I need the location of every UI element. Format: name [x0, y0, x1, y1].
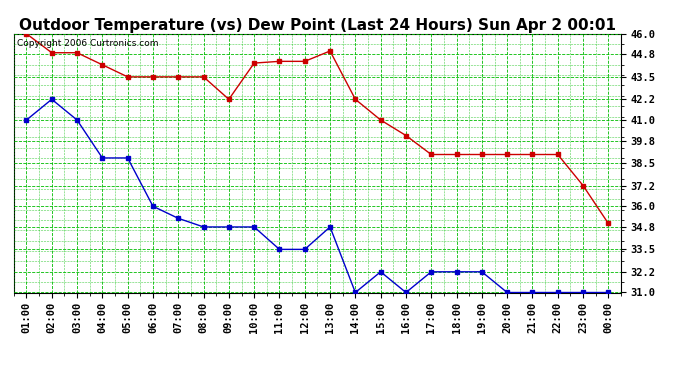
- Text: Copyright 2006 Curtronics.com: Copyright 2006 Curtronics.com: [17, 39, 158, 48]
- Title: Outdoor Temperature (vs) Dew Point (Last 24 Hours) Sun Apr 2 00:01: Outdoor Temperature (vs) Dew Point (Last…: [19, 18, 616, 33]
